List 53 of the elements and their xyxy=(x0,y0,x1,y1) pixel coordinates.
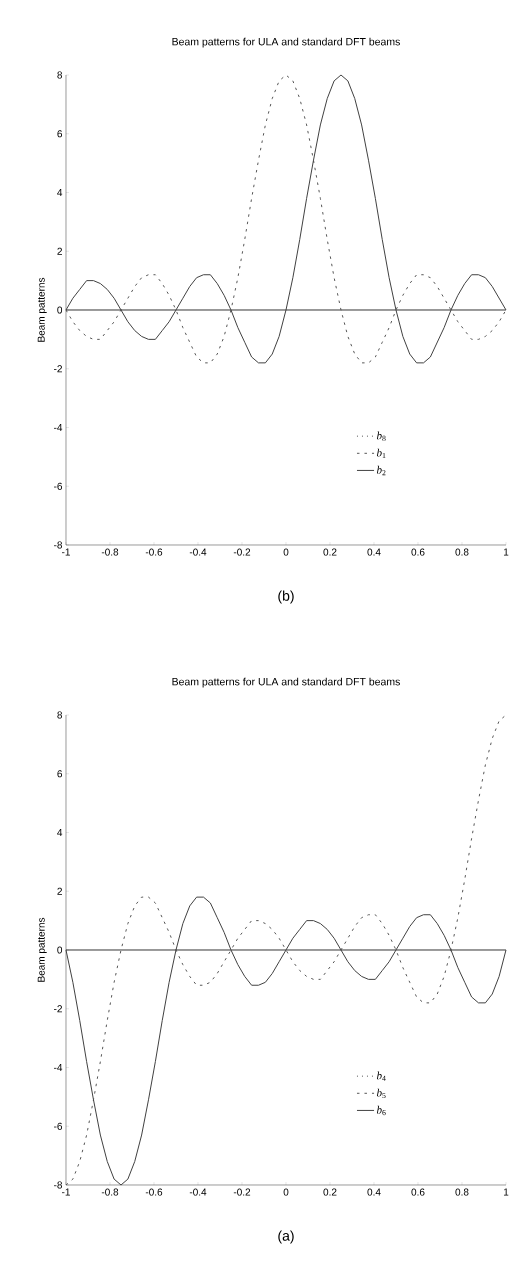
x-tick-label: -0.8 xyxy=(101,1188,119,1196)
x-tick-label: 0.6 xyxy=(411,548,425,556)
text: (b) xyxy=(278,590,294,604)
x-tick-label: -1 xyxy=(61,548,70,556)
y-tick-label: 0 xyxy=(57,306,63,314)
y-axis-title: Beam patterns xyxy=(37,277,47,342)
x-tick-label: 0 xyxy=(283,548,289,556)
y-tick-label: 0 xyxy=(57,946,63,954)
x-tick-label: 0.8 xyxy=(455,548,469,556)
x-tick-label: -0.6 xyxy=(145,548,163,556)
x-tick-label: 1 xyxy=(503,1188,509,1196)
y-tick-label: 2 xyxy=(57,247,62,255)
legend-label: b$_{6}$ xyxy=(376,1105,386,1116)
text: (a) xyxy=(278,1230,294,1244)
y-tick-label: 8 xyxy=(57,711,63,719)
y-tick-label: 6 xyxy=(57,130,63,138)
x-tick-label: -0.2 xyxy=(233,548,251,556)
y-tick-label: 4 xyxy=(57,189,63,196)
legend-label: b$_{4}$ xyxy=(376,1071,386,1081)
x-tick-label: 0.6 xyxy=(411,1188,425,1196)
y-tick-label: 2 xyxy=(57,887,62,895)
x-tick-label: 1 xyxy=(503,548,509,556)
legend-label: b$_{1}$ xyxy=(376,448,386,459)
x-tick-label: 0.2 xyxy=(323,548,337,556)
y-tick-label: -4 xyxy=(54,424,63,431)
x-tick-label: -0.4 xyxy=(189,548,207,556)
legend-label: b$_{5}$ xyxy=(376,1088,386,1099)
chart-title: Beam patterns for ULA and standard DFT beams xyxy=(172,37,400,48)
y-tick-label: -2 xyxy=(54,1005,62,1013)
y-tick-label: -6 xyxy=(54,1122,63,1130)
x-tick-label: 0.4 xyxy=(367,1188,381,1196)
chart-title: Beam patterns for ULA and standard DFT beams xyxy=(172,677,400,688)
x-tick-label: 0.4 xyxy=(367,548,381,556)
y-tick-label: 4 xyxy=(57,829,63,836)
y-tick-label: -2 xyxy=(54,365,62,373)
y-tick-label: -6 xyxy=(54,482,63,490)
legend-label: b$_{8}$ xyxy=(376,431,386,441)
x-tick-label: -0.8 xyxy=(101,548,119,556)
x-tick-label: -0.6 xyxy=(145,1188,163,1196)
y-tick-label: 8 xyxy=(57,71,63,79)
y-tick-label: -8 xyxy=(54,1181,63,1189)
x-tick-label: 0.2 xyxy=(323,1188,337,1196)
y-axis-title: Beam patterns xyxy=(37,917,47,982)
x-tick-label: -1 xyxy=(61,1188,70,1196)
y-tick-label: -8 xyxy=(54,541,63,549)
x-tick-label: -0.4 xyxy=(189,1188,207,1196)
legend-label: b$_{2}$ xyxy=(376,465,386,476)
y-tick-label: 6 xyxy=(57,770,63,778)
x-tick-label: 0 xyxy=(283,1188,289,1196)
line-series xyxy=(65,714,507,1186)
x-tick-label: 0.8 xyxy=(455,1188,469,1196)
x-tick-label: -0.2 xyxy=(233,1188,251,1196)
y-tick-label: -4 xyxy=(54,1064,63,1071)
